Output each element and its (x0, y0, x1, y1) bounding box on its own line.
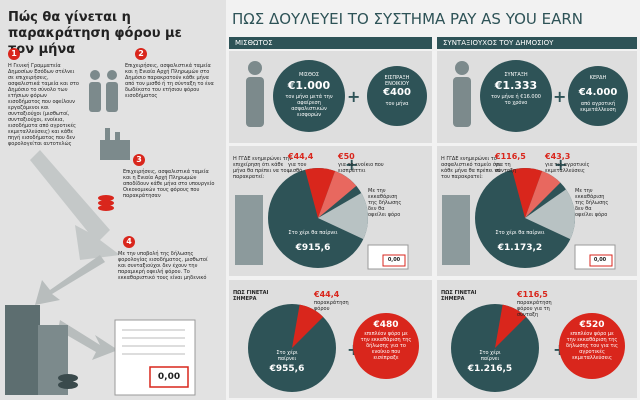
withheld-amount: €116,5 (495, 152, 526, 161)
income-amount: €4.000 (578, 87, 618, 98)
step-text: Επιχειρήσεις, ασφαλιστικά ταμεία και η Ε… (123, 169, 215, 199)
column-heading: ΜΙΣΘΩΤΟΣ (229, 37, 432, 49)
net-label: Στο χέρι θα παίρνει (288, 230, 338, 236)
amount-box (589, 254, 613, 267)
arrow (58, 320, 118, 360)
income-label: ΕΙΣΠΡΑΞΗ ΕΝΟΙΚΙΟΥ (384, 75, 410, 87)
pie-slice (305, 167, 336, 218)
withheld-note: για τον μισθό (288, 162, 307, 174)
net-label: Στο χέρι παίρνει (479, 350, 501, 362)
today-label: ΠΩΣ ΓΙΝΕΤΑΙ ΣΗΜΕΡΑ (441, 290, 477, 302)
net-amount: €1.216,5 (467, 364, 513, 374)
income-circle (273, 60, 345, 132)
svg-text:+: + (553, 87, 566, 106)
income-label: ΚΕΡΔΗ (589, 75, 607, 81)
income-label: ΣΥΝΤΑΞΗ (504, 72, 528, 78)
document-lines (122, 329, 185, 355)
left-title: Πώς θα γίνεται η παρακράτηση φόρου με το… (8, 10, 182, 57)
people-icon (89, 70, 118, 112)
pie-slice (525, 171, 561, 218)
svg-text:+: + (554, 155, 567, 174)
income-note: τον μήνα ή €16.000 το χρόνο (491, 94, 541, 106)
withheld-amount: €44,4 (314, 290, 340, 299)
document-amount: 0,00 (157, 372, 181, 382)
settlement-note: Με την εκκαθάριση της δήλωσης δεν θα οφε… (575, 188, 609, 218)
net-amount: €955,6 (269, 364, 305, 374)
withheld-amount: €43,3 (545, 152, 571, 161)
amount-box (382, 254, 406, 267)
income-circle (367, 66, 427, 126)
withheld-amount: €50 (338, 152, 355, 161)
column-heading: ΣΥΝΤΑΞΙΟΥΧΟΣ ΤΟΥ ΔΗΜΟΣΙΟΥ (437, 37, 637, 49)
withheld-note: για τις αγροτικές εκμεταλλεύσεις (545, 162, 590, 174)
monthly-intro: Η ΓΓΔΕ ενημερώνει την επιχείρηση ότι κάθ… (233, 156, 292, 180)
withheld-amount: €116,5 (517, 290, 548, 299)
pie-slice (495, 304, 527, 348)
extra-circle (559, 313, 625, 379)
income-amount: €1.333 (494, 79, 538, 92)
income-note: τον μήνα μετά την αφαίρεση ασφαλιστικών … (285, 94, 333, 118)
amount-box (149, 366, 189, 388)
income-circle (568, 66, 628, 126)
step-number: 1 (8, 48, 20, 60)
net-label: Στο χέρι θα παίρνει (495, 230, 545, 236)
income-note: από αγροτική εκμετάλλευση (580, 101, 616, 113)
coins-icon (98, 195, 114, 211)
net-amount: €1.173,2 (497, 243, 543, 253)
pie-slice (512, 167, 543, 218)
withheld-note: για τη σύνταξη (495, 162, 517, 174)
extra-amount: €520 (579, 320, 605, 330)
net-label: Στο χέρι παίρνει (276, 350, 298, 362)
pie-slice (318, 193, 369, 240)
step-text: Η Γενική Γραμματεία Δημοσίων Εσόδων στέλ… (8, 63, 79, 147)
income-label: ΜΙΣΘΟΣ (299, 72, 319, 78)
pie-slice (525, 189, 575, 240)
arrow (35, 255, 105, 305)
extra-note: επιπλέον φόρο με την εκκαθάριση της δήλω… (566, 331, 618, 361)
withheld-amount: €44,4 (288, 152, 314, 161)
svg-text:+: + (345, 155, 358, 174)
factory-icon (100, 128, 130, 160)
income-amount: €400 (383, 87, 411, 98)
person-icon (246, 61, 471, 127)
arrow (30, 150, 120, 260)
withheld-note: παρακράτηση φόρου (314, 300, 349, 312)
pie-slice (292, 304, 324, 348)
income-amount: €1.000 (287, 79, 331, 92)
svg-text:+: + (347, 87, 360, 106)
step-number: 4 (123, 236, 135, 248)
income-note: τον μήνα (385, 101, 409, 107)
step-text: Επιχειρήσεις, ασφαλιστικά ταμεία και η Ε… (125, 63, 214, 99)
pie-slice (318, 171, 357, 218)
net-amount: €915,6 (295, 243, 331, 253)
main-title: ΠΩΣ ΔΟΥΛΕΥΕΙ ΤΟ ΣΥΣΤΗΜΑ PAY AS YOU EARN (232, 10, 583, 28)
today-label: ΠΩΣ ΓΙΝΕΤΑΙ ΣΗΜΕΡΑ (233, 290, 269, 302)
step-text: Με την υποβολή της δήλωσης φορολογίας ει… (118, 251, 208, 281)
document-amount: 0,00 (593, 257, 607, 263)
monthly-intro: Η ΓΓΔΕ ενημερώνει το ασφαλιστικό ταμείο … (441, 156, 501, 180)
income-circle (480, 60, 552, 132)
settlement-note: Με την εκκαθάριση της δήλωσης δεν θα οφε… (368, 188, 402, 218)
buildings-icon (5, 305, 78, 395)
extra-amount: €480 (373, 320, 399, 330)
step-number: 2 (135, 48, 147, 60)
extra-note: επιπλέον φόρο με την εκκαθάριση της δήλω… (360, 331, 412, 361)
building-icon (235, 195, 470, 265)
extra-circle (353, 313, 419, 379)
document-amount: 0,00 (387, 257, 401, 263)
step-number: 3 (133, 154, 145, 166)
withheld-note: για το ενοίκιο που εισπράττει (338, 162, 384, 174)
withheld-note: παρακράτηση φόρου για τη σύνταξη (517, 300, 552, 318)
